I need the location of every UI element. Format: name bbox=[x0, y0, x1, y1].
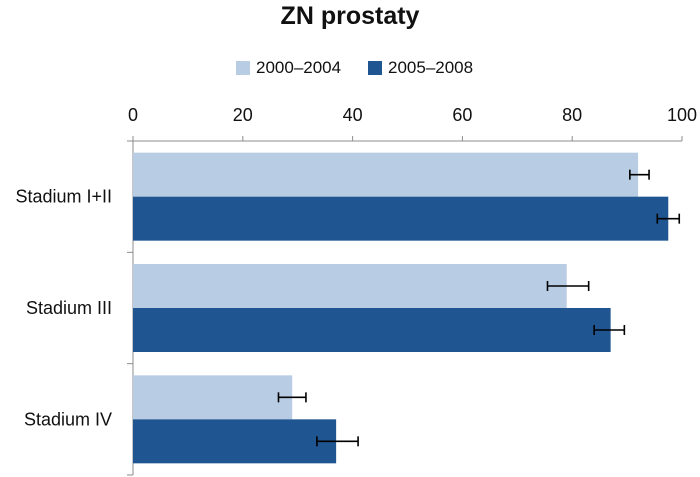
legend-item-series-2: 2005–2008 bbox=[368, 58, 473, 78]
bar bbox=[133, 419, 337, 464]
legend-swatch-series-2 bbox=[368, 61, 382, 75]
bar bbox=[133, 375, 293, 420]
x-tick-label: 20 bbox=[233, 105, 253, 125]
category-label: Stadium III bbox=[26, 298, 112, 318]
x-tick-label: 0 bbox=[128, 105, 138, 125]
legend: 2000–2004 2005–2008 bbox=[0, 58, 700, 80]
x-tick-label: 60 bbox=[452, 105, 472, 125]
bar bbox=[133, 196, 669, 241]
x-tick-label: 100 bbox=[667, 105, 697, 125]
chart-title: ZN prostaty bbox=[280, 2, 420, 30]
bar bbox=[133, 152, 639, 197]
legend-item-series-1: 2000–2004 bbox=[236, 58, 341, 78]
legend-label-series-1: 2000–2004 bbox=[256, 58, 342, 77]
x-tick-label: 40 bbox=[343, 105, 363, 125]
x-tick-label: 80 bbox=[562, 105, 582, 125]
legend-label-series-2: 2005–2008 bbox=[388, 58, 474, 77]
bar bbox=[133, 264, 567, 308]
category-label: Stadium IV bbox=[24, 409, 112, 429]
category-label: Stadium I+II bbox=[15, 187, 112, 207]
bar bbox=[133, 308, 611, 352]
legend-swatch-series-1 bbox=[236, 61, 250, 75]
